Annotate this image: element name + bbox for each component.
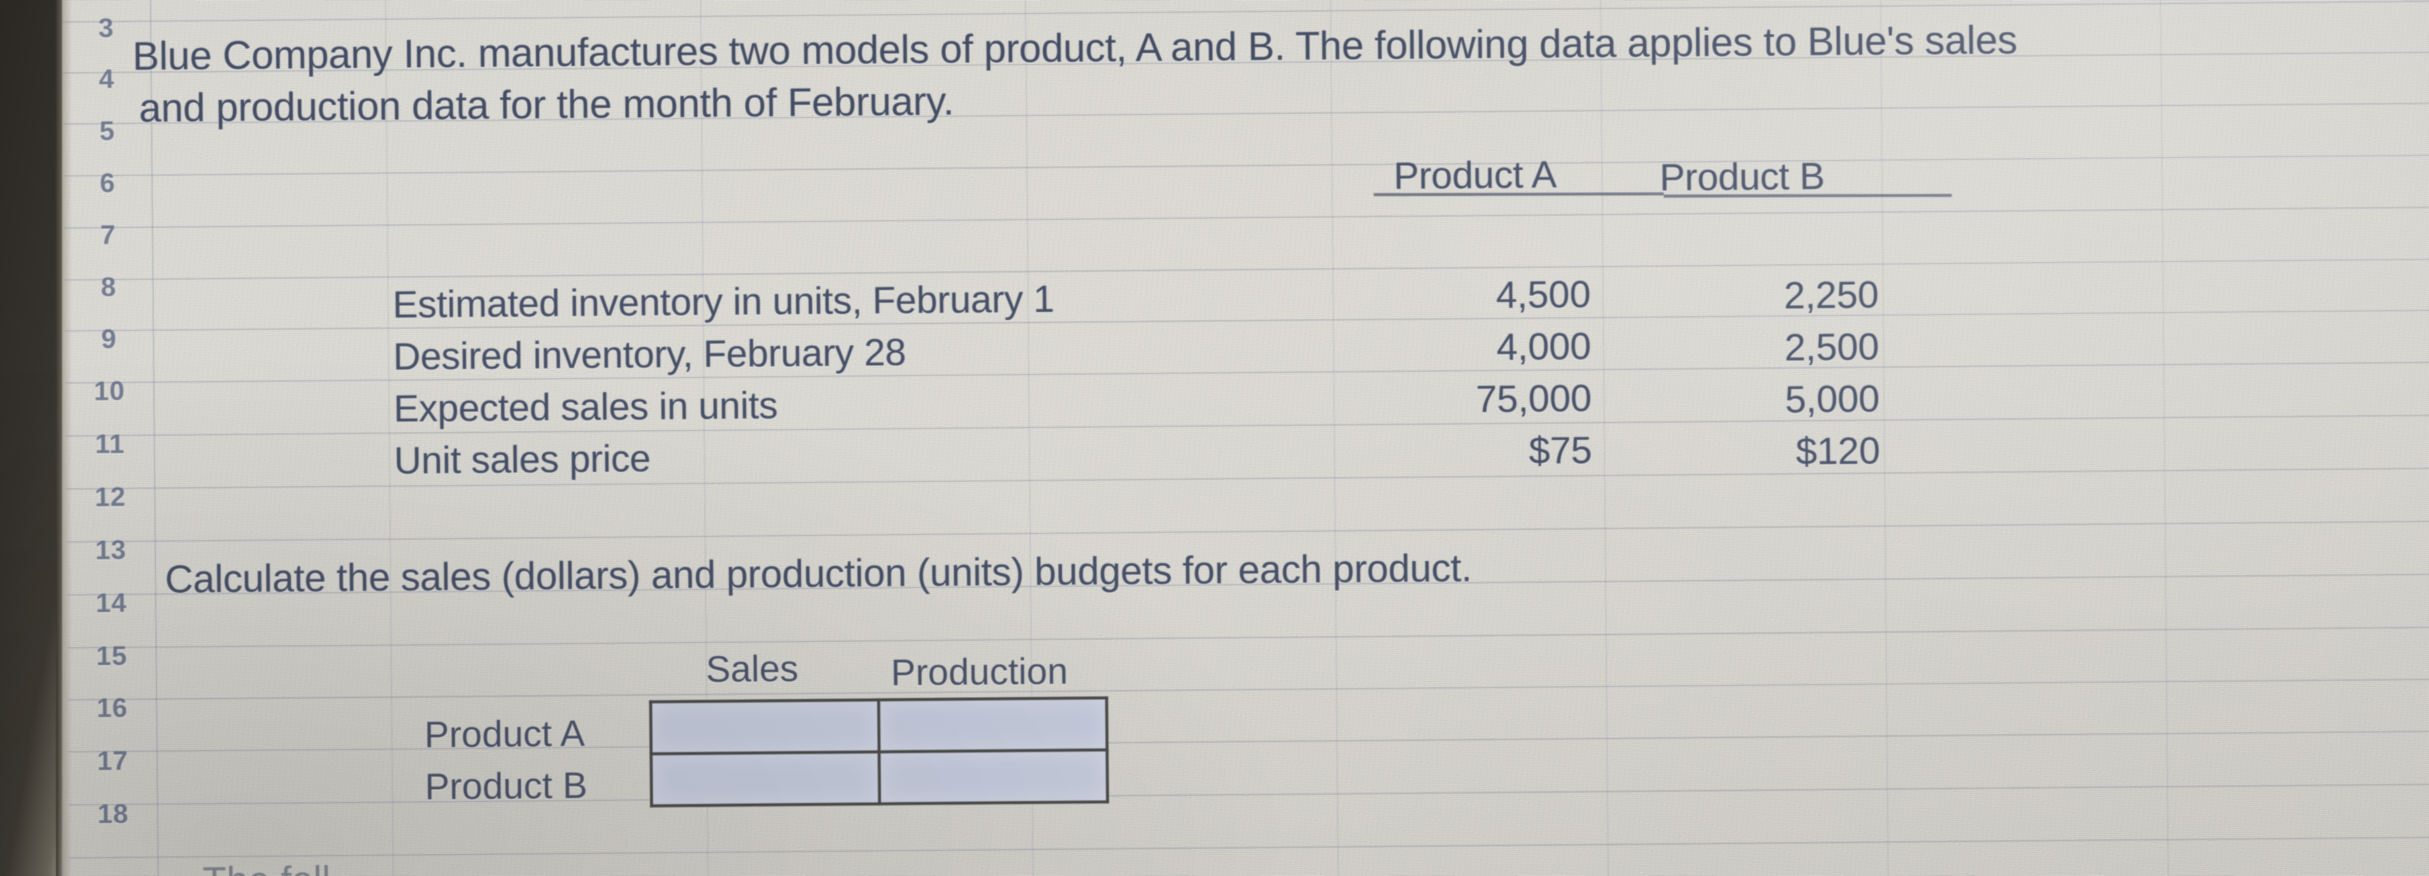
row-header-17[interactable]: 17 bbox=[96, 745, 129, 777]
grid-line-v bbox=[1329, 0, 1339, 876]
data-row-0-product-a: 4,500 bbox=[1495, 274, 1591, 317]
data-row-2-product-b: 5,000 bbox=[1784, 378, 1880, 422]
grid-line-h bbox=[68, 730, 2429, 753]
input-cell-product-a-sales[interactable] bbox=[650, 699, 880, 754]
row-header-8[interactable]: 8 bbox=[100, 271, 117, 303]
row-header-10[interactable]: 10 bbox=[93, 375, 126, 407]
data-row-3-product-a: $75 bbox=[1528, 430, 1593, 473]
row-header-5[interactable]: 5 bbox=[99, 116, 116, 147]
row-header-2[interactable]: 2 bbox=[62, 0, 150, 4]
cutoff-row-text: The foll bbox=[203, 859, 331, 876]
row-header-9[interactable]: 9 bbox=[101, 323, 117, 355]
data-row-0-product-b: 2,250 bbox=[1783, 274, 1879, 318]
data-row-3-product-b: $120 bbox=[1795, 430, 1881, 474]
grid-line-h bbox=[63, 206, 2429, 229]
grid-line-h bbox=[62, 0, 2429, 23]
intro-line-2: and production data for the month of Feb… bbox=[138, 79, 955, 131]
grid-line-v bbox=[2159, 0, 2169, 876]
row-header-15[interactable]: 15 bbox=[96, 640, 128, 672]
grid-line-h bbox=[64, 258, 2429, 281]
answer-column-sales: Sales bbox=[705, 648, 799, 690]
row-header-14[interactable]: 14 bbox=[95, 587, 127, 619]
grid-line-h bbox=[69, 836, 2429, 859]
row-header-6[interactable]: 6 bbox=[99, 168, 116, 199]
row-header-12[interactable]: 12 bbox=[94, 481, 126, 513]
input-cell-product-b-production[interactable] bbox=[879, 749, 1108, 804]
device-bezel bbox=[0, 0, 62, 876]
grid-line-h bbox=[67, 626, 2429, 649]
row-header-7[interactable]: 7 bbox=[100, 219, 116, 251]
grid-line-h bbox=[63, 154, 2429, 177]
data-row-label-3: Unit sales price bbox=[393, 438, 651, 483]
data-row-1-product-a: 4,000 bbox=[1496, 326, 1592, 369]
data-row-label-2: Expected sales in units bbox=[393, 385, 778, 431]
grid-line-v bbox=[384, 0, 394, 876]
data-row-1-product-b: 2,500 bbox=[1784, 326, 1880, 370]
input-cell-product-b-sales[interactable] bbox=[651, 751, 880, 806]
input-cell-product-a-production[interactable] bbox=[878, 697, 1108, 752]
row-header-13[interactable]: 13 bbox=[95, 534, 127, 566]
data-row-label-1: Desired inventory, February 28 bbox=[392, 332, 907, 379]
answer-row-label-product-b: Product B bbox=[424, 764, 588, 808]
grid-line-h bbox=[69, 783, 2429, 806]
row-header-11[interactable]: 11 bbox=[94, 428, 125, 460]
question-prompt: Calculate the sales (dollars) and produc… bbox=[164, 547, 1473, 602]
data-table-header-rule-b bbox=[1663, 193, 1952, 198]
table-row[interactable] bbox=[651, 749, 1108, 806]
table-row[interactable] bbox=[650, 697, 1108, 754]
answer-column-production: Production bbox=[890, 650, 1068, 694]
grid-line-v bbox=[1599, 0, 1609, 876]
data-table-header-rule-a bbox=[1373, 192, 1664, 197]
answer-input-table[interactable] bbox=[649, 696, 1109, 807]
row-header-18[interactable]: 18 bbox=[97, 798, 129, 830]
grid-line-h bbox=[68, 678, 2429, 701]
grid-line-v bbox=[1879, 0, 1889, 876]
data-row-2-product-a: 75,000 bbox=[1475, 378, 1592, 422]
intro-line-1: Blue Company Inc. manufactures two model… bbox=[132, 18, 2018, 79]
grid-line-h bbox=[66, 520, 2429, 543]
row-header-16[interactable]: 16 bbox=[96, 692, 128, 724]
data-row-label-0: Estimated inventory in units, February 1 bbox=[392, 278, 1055, 327]
answer-row-label-product-a: Product A bbox=[424, 712, 586, 756]
